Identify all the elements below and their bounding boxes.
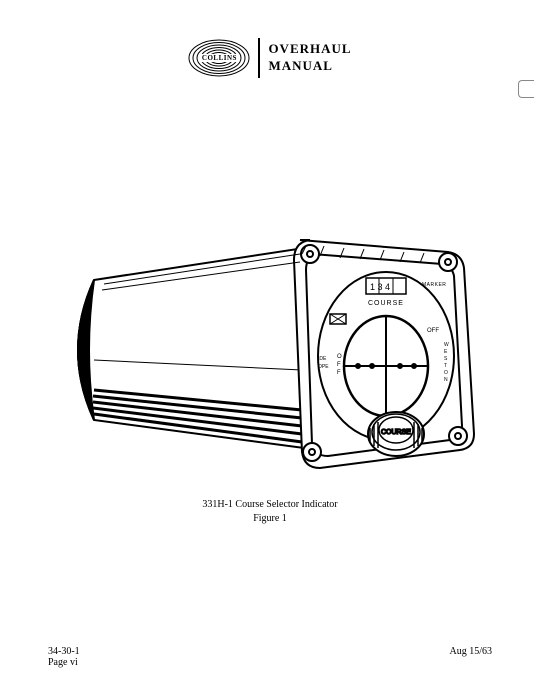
title-line-1: OVERHAUL [268, 41, 351, 58]
weston-n: N [444, 377, 448, 383]
figure-caption: 331H-1 Course Selector Indicator Figure … [0, 498, 540, 526]
caption-line-2: Figure 1 [0, 512, 540, 526]
logo-text: COLLINS [200, 54, 239, 62]
digits-readout: 1 3 4 [370, 282, 390, 292]
weston-o: O [444, 370, 448, 376]
marker-label: MARKER [422, 282, 446, 288]
binder-hole-icon [518, 80, 534, 98]
page-header: COLLINS OVERHAUL MANUAL [0, 0, 540, 78]
header-divider [258, 38, 260, 78]
collins-logo: COLLINS [188, 39, 250, 77]
slope-label: OPE [318, 364, 329, 370]
page-footer: 34-30-1 Page vi Aug 15/63 [48, 646, 492, 668]
off-label-left-f2: F [337, 370, 341, 376]
course-selector-drawing: 1 3 4 COURSE MARKER OFF O F F IDE OPE W … [44, 210, 484, 480]
off-label-right: OFF [427, 328, 439, 334]
figure-illustration: 1 3 4 COURSE MARKER OFF O F F IDE OPE W … [44, 210, 484, 480]
footer-left: 34-30-1 Page vi [48, 646, 80, 668]
off-label-left-f1: F [337, 362, 341, 368]
weston-w: W [444, 342, 449, 348]
document-number: 34-30-1 [48, 646, 80, 657]
caption-line-1: 331H-1 Course Selector Indicator [0, 498, 540, 512]
glide-label: IDE [318, 356, 327, 362]
weston-t: T [444, 363, 447, 369]
knob-label: COURSE [381, 429, 411, 436]
page-number: Page vi [48, 657, 80, 668]
off-label-left-o: O [337, 354, 342, 360]
course-label-top: COURSE [368, 300, 404, 307]
manual-title: OVERHAUL MANUAL [268, 41, 351, 75]
title-line-2: MANUAL [268, 58, 351, 75]
revision-date: Aug 15/63 [450, 646, 493, 668]
